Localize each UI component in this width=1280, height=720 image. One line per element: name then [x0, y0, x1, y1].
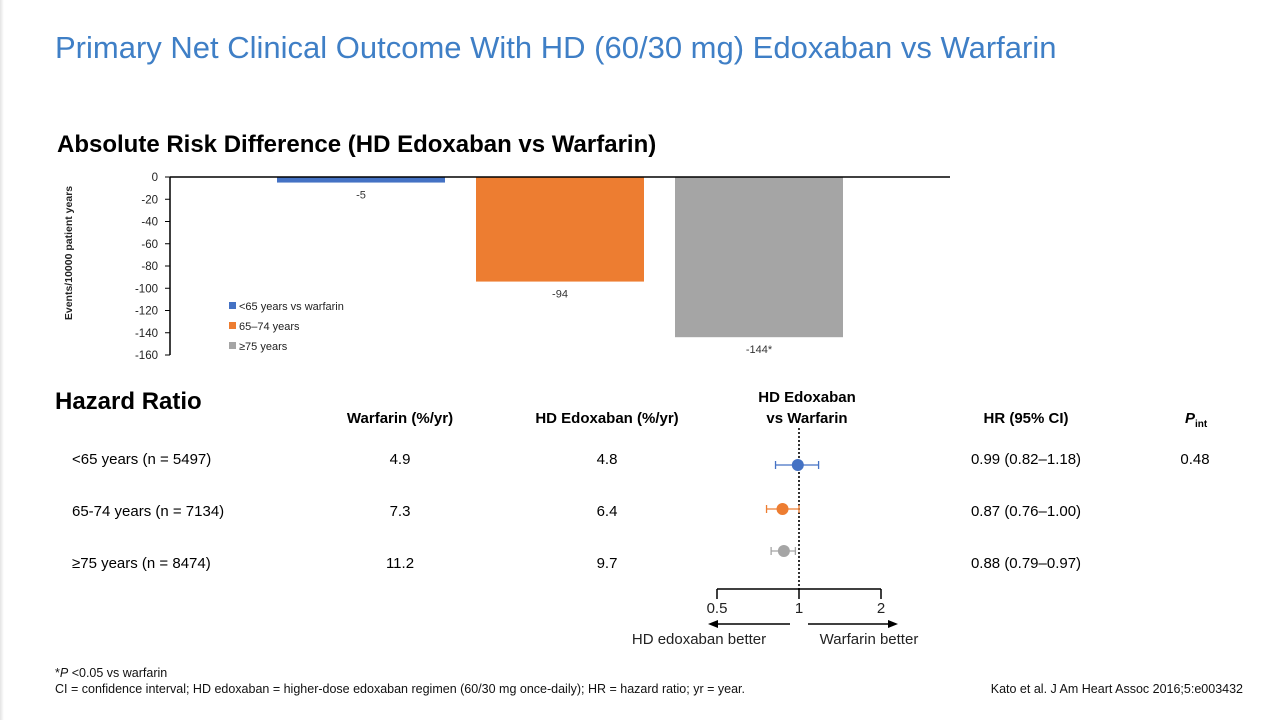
row-warfarin-rate: 7.3: [389, 503, 411, 520]
footnote-significance-text: <0.05 vs warfarin: [68, 666, 168, 680]
y-tick-label: -80: [141, 261, 158, 273]
risk-difference-bar-chart: Events/10000 patient years 0 -20 -40 -60 -80 -…: [63, 172, 950, 362]
row-label: <65 years (n = 5497): [72, 451, 212, 468]
y-tick-label: -100: [135, 283, 158, 295]
p-subscript: int: [1195, 419, 1208, 430]
row-hd-rate: 6.4: [596, 503, 618, 520]
bar-data-label: -94: [552, 289, 568, 301]
col-header-p-interaction: Pint: [1185, 410, 1207, 430]
legend-label: <65 years vs warfarin: [239, 301, 344, 313]
y-tick-label: -20: [141, 194, 158, 206]
y-tick-label: -40: [141, 217, 158, 229]
p-letter: P: [1185, 410, 1196, 427]
row-warfarin-rate: 4.9: [389, 451, 411, 468]
col-header-plot-line1: HD Edoxaban: [758, 389, 856, 406]
y-tick-label: 0: [152, 172, 158, 184]
left-better-label: HD edoxaban better: [632, 631, 766, 648]
footnote-significance: *P <0.05 vs warfarin: [55, 666, 167, 680]
y-tick-label: -120: [135, 306, 158, 318]
y-tick-label: -160: [135, 350, 158, 362]
row-hd-rate: 9.7: [596, 555, 618, 572]
legend-label: 65–74 years: [239, 321, 300, 333]
hazard-ratio-title: Hazard Ratio: [55, 388, 202, 415]
left-arrow-head: [708, 620, 718, 628]
bar: [277, 177, 445, 183]
legend-swatch: [229, 342, 236, 349]
row-pint: 0.48: [1180, 451, 1210, 468]
bar-data-label: -144*: [746, 344, 773, 356]
right-better-label: Warfarin better: [820, 631, 919, 648]
row-hr: 0.88 (0.79–0.97): [970, 555, 1082, 572]
footnote-asterisk: *: [55, 666, 60, 680]
col-header-plot-line2: vs Warfarin: [766, 410, 848, 427]
row-label: 65-74 years (n = 7134): [72, 503, 225, 520]
point-estimate: [791, 459, 804, 471]
y-tick-label: -140: [135, 328, 158, 340]
row-label: ≥75 years (n = 8474): [72, 555, 211, 572]
legend-label: ≥75 years: [239, 341, 288, 353]
row-hr: 0.99 (0.82–1.18): [970, 451, 1082, 468]
row-hd-rate: 4.8: [596, 451, 618, 468]
right-arrow-head: [888, 620, 898, 628]
footnote-p: P: [59, 666, 69, 680]
point-estimate: [777, 545, 790, 557]
slide-title: Primary Net Clinical Outcome With HD (60…: [55, 30, 1057, 65]
row-warfarin-rate: 11.2: [385, 555, 415, 572]
y-axis-title: Events/10000 patient years: [63, 186, 75, 320]
forest-x-tick-label: 1: [795, 600, 803, 617]
footnote-abbreviations: CI = confidence interval; HD edoxaban = …: [55, 682, 745, 696]
bar-chart-title: Absolute Risk Difference (HD Edoxaban vs…: [57, 131, 657, 158]
slide-edge-shadow: [0, 0, 4, 720]
bar-data-label: -5: [356, 190, 366, 202]
citation: Kato et al. J Am Heart Assoc 2016;5:e003…: [990, 682, 1243, 696]
forest-x-tick-label: 2: [877, 600, 885, 617]
bar: [476, 177, 644, 282]
col-header-hr: HR (95% CI): [983, 410, 1069, 427]
y-tick-label: -60: [141, 239, 158, 251]
forest-x-tick-label: 0.5: [707, 600, 728, 617]
col-header-hd-edoxaban: HD Edoxaban (%/yr): [535, 410, 679, 427]
point-estimate: [776, 503, 789, 515]
legend-swatch: [229, 302, 236, 309]
col-header-warfarin: Warfarin (%/yr): [346, 410, 454, 427]
legend-swatch: [229, 322, 236, 329]
row-hr: 0.87 (0.76–1.00): [970, 503, 1082, 520]
bar: [675, 177, 843, 338]
